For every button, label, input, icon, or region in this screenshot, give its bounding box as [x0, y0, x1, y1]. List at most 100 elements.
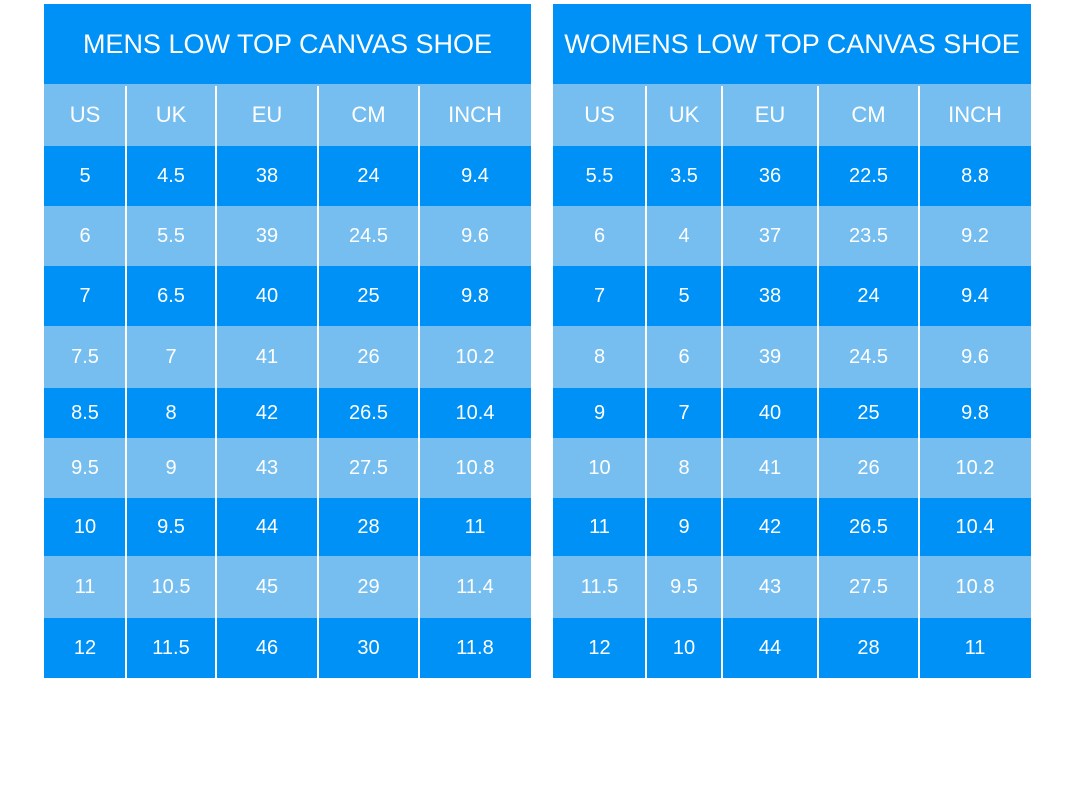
size-cell: 8: [678, 456, 690, 479]
size-cell: 9.2: [961, 224, 989, 247]
size-cell: 26: [857, 456, 880, 479]
size-cell: 9.4: [961, 284, 989, 307]
size-cell: 23.5: [849, 224, 888, 247]
size-cell: 11: [589, 515, 610, 538]
size-cell: 38: [255, 164, 279, 187]
size-cell: 11.4: [456, 575, 494, 598]
size-cell: 4: [678, 224, 690, 247]
size-cell: 10.5: [151, 575, 191, 598]
size-cell: 37: [758, 224, 782, 247]
size-cell: 9: [165, 456, 177, 479]
column-separator: [817, 86, 819, 678]
size-cell: 24: [857, 284, 880, 307]
size-cell: 9.6: [961, 345, 989, 368]
row-band: [553, 146, 1031, 206]
size-cell: 9.6: [461, 224, 489, 247]
row-band: [553, 326, 1031, 388]
size-cell: 44: [758, 636, 782, 659]
size-cell: 38: [758, 284, 782, 307]
size-cell: 10.2: [955, 456, 995, 479]
column-header: US: [584, 102, 615, 127]
size-cell: 39: [255, 224, 279, 247]
size-cell: 7: [79, 284, 91, 307]
size-cell: 4.5: [157, 164, 185, 187]
size-cell: 9: [678, 515, 690, 538]
size-cell: 8: [165, 401, 177, 424]
column-header: INCH: [948, 102, 1002, 127]
size-cell: 10.8: [955, 575, 995, 598]
column-header: CM: [351, 102, 386, 127]
size-cell: 3.5: [670, 164, 698, 187]
size-cell: 11: [74, 575, 96, 598]
table-title: MENS LOW TOP CANVAS SHOE: [44, 4, 531, 84]
size-cell: 6: [593, 224, 606, 247]
size-cell: 39: [758, 345, 782, 368]
size-cell: 24: [357, 164, 380, 187]
size-cell: 43: [758, 575, 782, 598]
size-cell: 42: [758, 515, 782, 538]
row-band: [553, 498, 1031, 556]
size-cell: 8.5: [71, 401, 99, 424]
row-band: [553, 388, 1031, 438]
size-cell: 45: [255, 575, 279, 598]
size-cell: 9.5: [71, 456, 99, 479]
table-title: WOMENS LOW TOP CANVAS SHOE: [553, 4, 1031, 84]
size-cell: 26: [357, 345, 380, 368]
column-header: UK: [668, 102, 700, 127]
size-cell: 40: [255, 284, 279, 307]
size-cell: 7: [678, 401, 690, 424]
size-cell: 11: [464, 515, 486, 538]
size-cell: 5.5: [157, 224, 185, 247]
size-cell: 46: [255, 636, 279, 659]
size-cell: 9.8: [961, 401, 989, 424]
size-cell: 9.8: [461, 284, 489, 307]
size-cell: 27.5: [349, 456, 388, 479]
size-cell: 7.5: [71, 345, 99, 368]
row-band: [553, 438, 1031, 498]
column-separator: [918, 86, 920, 678]
row-band: [553, 556, 1031, 618]
size-cell: 8: [593, 345, 606, 368]
size-cell: 42: [255, 401, 279, 424]
column-separator: [721, 86, 723, 678]
column-header: CM: [851, 102, 886, 127]
size-cell: 9.5: [670, 575, 698, 598]
size-cell: 24.5: [349, 224, 388, 247]
size-cell: 6: [79, 224, 91, 247]
size-cell: 28: [357, 515, 380, 538]
size-cell: 6: [678, 345, 690, 368]
size-cell: 24.5: [849, 345, 888, 368]
size-cell: 6.5: [157, 284, 185, 307]
size-cell: 44: [255, 515, 279, 538]
size-cell: 9: [593, 401, 606, 424]
size-cell: 11.5: [152, 636, 190, 659]
size-cell: 8.8: [961, 164, 989, 187]
size-cell: 5: [79, 164, 91, 187]
size-cell: 11.8: [456, 636, 494, 659]
column-separator: [317, 86, 319, 678]
size-cell: 40: [758, 401, 782, 424]
size-cell: 25: [357, 284, 380, 307]
size-cell: 28: [857, 636, 880, 659]
row-band: [553, 206, 1031, 266]
size-cell: 26.5: [349, 401, 388, 424]
size-cell: 5.5: [585, 164, 614, 187]
header-band: [553, 84, 1031, 146]
size-cell: 10.4: [955, 515, 995, 538]
size-cell: 10: [588, 456, 611, 479]
size-cell: 41: [255, 345, 279, 368]
column-header: UK: [155, 102, 187, 127]
row-band: [553, 618, 1031, 678]
size-cell: 25: [857, 401, 880, 424]
size-cell: 5: [678, 284, 690, 307]
size-cell: 36: [758, 164, 782, 187]
size-cell: 41: [758, 456, 782, 479]
size-cell: 10.8: [455, 456, 495, 479]
column-separator: [645, 86, 647, 678]
column-header: EU: [754, 102, 786, 127]
column-header: EU: [251, 102, 283, 127]
size-cell: 10.2: [455, 345, 495, 368]
size-cell: 7: [165, 345, 177, 368]
size-cell: 9.4: [461, 164, 489, 187]
